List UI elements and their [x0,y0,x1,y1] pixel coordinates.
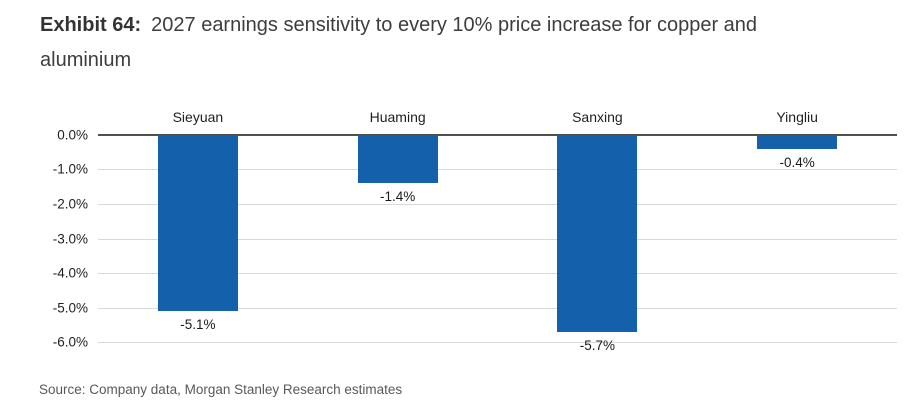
category-labels: Sieyuan Huaming Sanxing Yingliu [98,105,897,129]
category-label-yingliu: Yingliu [776,109,818,125]
plot-area: -5.1% -1.4% -5.7% -0.4% [98,134,897,353]
category-label-sanxing: Sanxing [572,109,623,125]
x-axis-zero-line [98,134,897,136]
gridline [98,342,897,343]
category-label-huaming: Huaming [369,109,426,125]
gridline [98,203,897,205]
exhibit-title: Exhibit 64: 2027 earnings sensitivity to … [40,8,850,78]
gridline [98,272,897,274]
bar-sanxing [557,135,638,332]
y-tick-label: -2.0% [52,196,88,212]
gridline [98,238,897,240]
value-label-yingliu: -0.4% [779,154,815,170]
bar-yingliu [757,135,838,149]
bar-sieyuan [157,135,238,311]
y-axis: 0.0% -1.0% -2.0% -3.0% -4.0% -5.0% -6.0% [0,128,88,350]
y-tick-label: 0.0% [57,127,88,143]
y-tick-label: -4.0% [52,265,88,281]
y-tick-label: -1.0% [52,161,88,177]
gridline [98,307,897,309]
exhibit-title-text: 2027 earnings sensitivity to every 10% p… [40,14,758,71]
category-label-sieyuan: Sieyuan [172,109,224,125]
y-tick-label: -3.0% [52,231,88,246]
value-label-sieyuan: -5.1% [180,316,216,332]
value-label-huaming: -1.4% [379,189,416,205]
source-note: Source: Company data, Morgan Stanley Res… [39,382,403,397]
value-label-sanxing: -5.7% [579,337,616,353]
exhibit-number-label: Exhibit 64: [40,14,142,36]
y-tick-label: -6.0% [52,334,88,350]
bar-huaming [357,135,438,184]
y-tick-label: -5.0% [52,300,88,315]
gridline [98,169,897,171]
